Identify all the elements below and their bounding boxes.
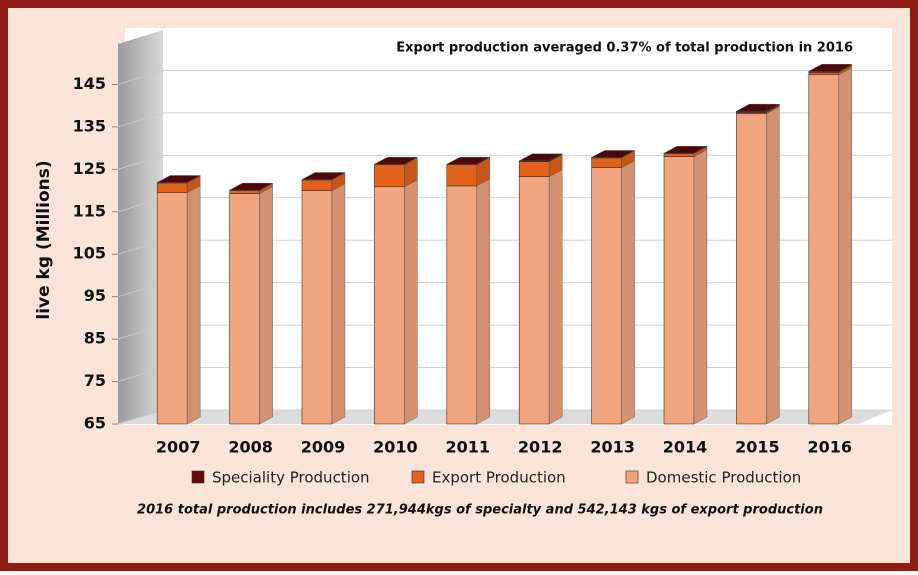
bar-side xyxy=(260,187,273,424)
bar-side xyxy=(187,186,200,424)
bar-segment xyxy=(447,186,477,424)
bar-segment xyxy=(230,191,260,194)
side-wall xyxy=(118,30,163,424)
bar-side xyxy=(477,179,490,424)
bar-segment xyxy=(302,191,332,424)
y-tick-label: 145 xyxy=(73,74,106,93)
legend-swatch xyxy=(412,471,424,483)
x-tick-label: 2015 xyxy=(735,438,780,457)
y-tick-label: 65 xyxy=(84,414,106,433)
bar-side xyxy=(332,184,345,424)
y-tick-label: 95 xyxy=(84,286,106,305)
bar-side xyxy=(766,107,779,424)
y-tick-label: 115 xyxy=(73,201,106,220)
bar-side xyxy=(839,68,852,424)
y-tick-label: 125 xyxy=(73,159,106,178)
y-tick-label: 75 xyxy=(84,371,106,390)
bar-segment xyxy=(157,193,187,424)
bar-segment xyxy=(592,168,622,424)
bar-segment xyxy=(447,165,477,186)
bar-segment xyxy=(809,72,839,74)
bar-side xyxy=(622,161,635,424)
bar-side xyxy=(404,180,417,424)
bar-side xyxy=(549,170,562,424)
annotation: Export production averaged 0.37% of tota… xyxy=(396,41,853,56)
legend-swatch xyxy=(192,471,204,483)
legend-label: Speciality Production xyxy=(212,469,370,487)
legend-label: Domestic Production xyxy=(646,469,801,487)
legend-label: Export Production xyxy=(432,469,566,487)
bar-segment xyxy=(302,180,332,191)
y-axis-label: live kg (Millions) xyxy=(34,160,54,319)
bar-segment xyxy=(736,114,766,424)
x-tick-label: 2010 xyxy=(373,438,418,457)
bar-segment xyxy=(374,187,404,424)
bar-side xyxy=(694,150,707,424)
x-tick-label: 2014 xyxy=(663,438,708,457)
bar-segment xyxy=(809,75,839,424)
x-tick-label: 2007 xyxy=(156,438,201,457)
footnote: 2016 total production includes 271,944kg… xyxy=(137,503,823,518)
x-tick-label: 2016 xyxy=(808,438,853,457)
bar-segment xyxy=(519,162,549,177)
bar-segment xyxy=(230,194,260,424)
bar-segment xyxy=(664,154,694,157)
x-tick-label: 2012 xyxy=(518,438,563,457)
bar-segment xyxy=(157,183,187,193)
legend-swatch xyxy=(626,471,638,483)
x-tick-label: 2009 xyxy=(301,438,346,457)
bar-segment xyxy=(592,158,622,168)
bar-segment xyxy=(664,157,694,424)
bar-segment xyxy=(374,165,404,187)
x-tick-label: 2013 xyxy=(590,438,635,457)
bar-segment xyxy=(519,177,549,424)
y-tick-label: 135 xyxy=(73,116,106,135)
y-tick-label: 105 xyxy=(73,244,106,263)
x-tick-label: 2008 xyxy=(228,438,273,457)
x-tick-label: 2011 xyxy=(446,438,491,457)
y-tick-label: 85 xyxy=(84,329,106,348)
